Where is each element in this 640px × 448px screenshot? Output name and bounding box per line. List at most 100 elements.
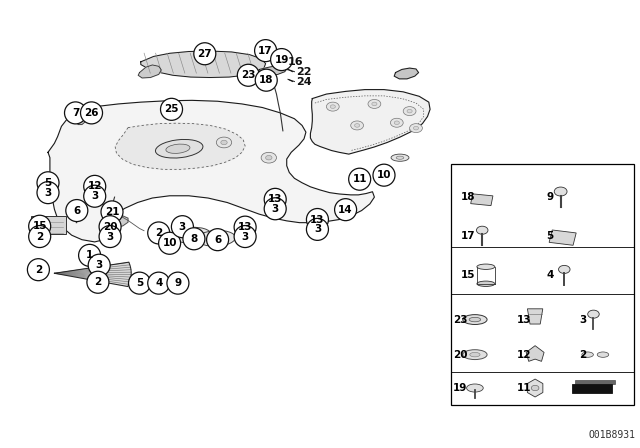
Text: 3: 3 <box>314 224 321 234</box>
Ellipse shape <box>84 185 106 207</box>
Ellipse shape <box>255 39 276 62</box>
Text: 9: 9 <box>174 278 182 288</box>
Ellipse shape <box>463 350 487 360</box>
Circle shape <box>372 102 377 106</box>
Circle shape <box>368 99 381 108</box>
Ellipse shape <box>307 208 328 231</box>
Text: 2: 2 <box>579 349 586 360</box>
Circle shape <box>410 124 422 133</box>
Ellipse shape <box>84 175 106 198</box>
Text: 15: 15 <box>460 270 475 280</box>
Polygon shape <box>526 346 544 362</box>
Text: 16: 16 <box>288 57 303 67</box>
Text: 13: 13 <box>268 194 282 204</box>
Text: 23: 23 <box>241 70 255 80</box>
Text: 23: 23 <box>453 314 468 324</box>
Text: 3: 3 <box>106 232 114 241</box>
Ellipse shape <box>335 198 356 221</box>
Ellipse shape <box>81 102 102 124</box>
Ellipse shape <box>37 181 59 204</box>
Ellipse shape <box>264 198 286 220</box>
Circle shape <box>476 226 488 234</box>
Text: 24: 24 <box>296 77 312 86</box>
Ellipse shape <box>129 272 150 294</box>
Ellipse shape <box>255 69 277 91</box>
Ellipse shape <box>172 215 193 238</box>
Ellipse shape <box>88 254 110 276</box>
Ellipse shape <box>87 271 109 293</box>
Polygon shape <box>77 107 87 125</box>
Ellipse shape <box>477 264 495 269</box>
Ellipse shape <box>463 314 487 324</box>
Text: 20: 20 <box>453 349 468 360</box>
Text: 2: 2 <box>94 277 102 287</box>
Ellipse shape <box>209 235 224 242</box>
Ellipse shape <box>237 64 259 86</box>
Text: 13: 13 <box>310 215 324 224</box>
Polygon shape <box>394 68 419 79</box>
Circle shape <box>326 102 339 111</box>
Ellipse shape <box>148 222 170 244</box>
Text: 26: 26 <box>84 108 99 118</box>
Text: 18: 18 <box>259 75 273 85</box>
Circle shape <box>261 152 276 163</box>
Ellipse shape <box>161 98 182 121</box>
Circle shape <box>559 265 570 273</box>
Text: 19: 19 <box>453 383 467 393</box>
Bar <box>549 230 576 246</box>
Ellipse shape <box>271 48 292 71</box>
Circle shape <box>588 310 599 318</box>
Text: 20: 20 <box>103 222 117 232</box>
Circle shape <box>403 107 416 116</box>
Ellipse shape <box>99 215 121 238</box>
Circle shape <box>554 187 567 196</box>
Polygon shape <box>310 90 430 154</box>
Ellipse shape <box>264 188 286 211</box>
Ellipse shape <box>66 199 88 222</box>
Ellipse shape <box>194 43 216 65</box>
Ellipse shape <box>29 225 51 248</box>
Text: 14: 14 <box>339 205 353 215</box>
Polygon shape <box>48 100 374 242</box>
Circle shape <box>221 140 227 145</box>
Ellipse shape <box>156 139 203 158</box>
Ellipse shape <box>173 227 211 243</box>
Text: 12: 12 <box>88 181 102 191</box>
Circle shape <box>390 118 403 127</box>
Circle shape <box>266 155 272 160</box>
Circle shape <box>351 121 364 130</box>
Ellipse shape <box>207 228 228 251</box>
Ellipse shape <box>99 225 121 248</box>
Text: 22: 22 <box>296 67 312 77</box>
Polygon shape <box>259 66 287 76</box>
Ellipse shape <box>470 353 480 357</box>
Text: 2: 2 <box>36 232 44 241</box>
Bar <box>31 216 66 234</box>
Ellipse shape <box>391 154 409 161</box>
Circle shape <box>355 124 360 127</box>
Ellipse shape <box>469 317 481 322</box>
Text: 2: 2 <box>155 228 163 238</box>
Text: 25: 25 <box>164 104 179 114</box>
Ellipse shape <box>29 215 51 237</box>
Text: 6: 6 <box>214 235 221 245</box>
Circle shape <box>216 137 232 148</box>
Text: 7: 7 <box>72 108 79 118</box>
Polygon shape <box>54 262 131 287</box>
Text: 3: 3 <box>271 204 279 214</box>
Text: 1: 1 <box>86 250 93 260</box>
Ellipse shape <box>197 230 236 246</box>
Text: 13: 13 <box>238 222 252 232</box>
Text: 27: 27 <box>198 49 212 59</box>
Text: 3: 3 <box>241 232 249 241</box>
Bar <box>572 383 612 392</box>
Bar <box>575 380 615 383</box>
Text: 18: 18 <box>460 192 475 202</box>
Text: 4: 4 <box>546 270 554 280</box>
Text: 3: 3 <box>44 188 52 198</box>
Text: 4: 4 <box>155 278 163 288</box>
Text: 11: 11 <box>517 383 531 393</box>
Polygon shape <box>527 309 543 324</box>
Bar <box>451 164 634 405</box>
Text: 19: 19 <box>275 55 289 65</box>
